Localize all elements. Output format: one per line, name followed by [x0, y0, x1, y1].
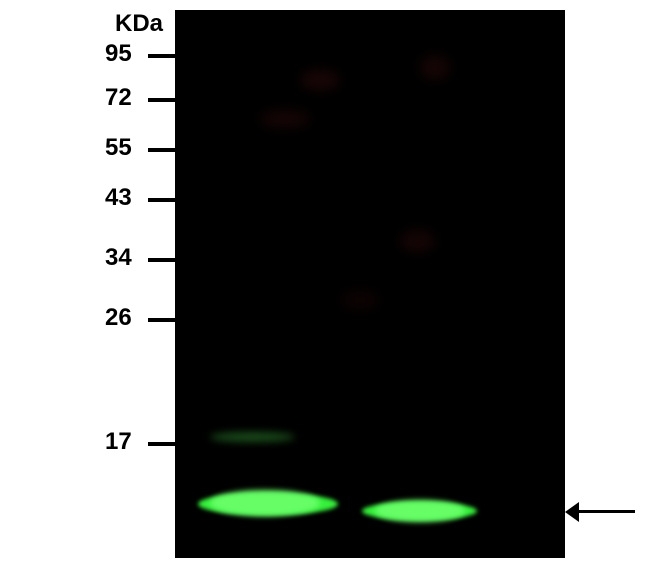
marker-55: 55	[105, 134, 132, 162]
arrow-head-icon	[565, 502, 579, 522]
marker-43: 43	[105, 184, 132, 212]
marker-tick-17	[148, 442, 175, 446]
unit-label: KDa	[115, 10, 163, 38]
marker-tick-95	[148, 54, 175, 58]
marker-72: 72	[105, 84, 132, 112]
noise-spot	[340, 290, 380, 310]
arrow-line	[575, 510, 635, 513]
band	[375, 500, 465, 522]
marker-95: 95	[105, 40, 132, 68]
lane-label-b: B	[400, 10, 417, 38]
blot-membrane	[175, 10, 565, 558]
band	[210, 432, 295, 442]
marker-34: 34	[105, 244, 132, 272]
noise-spot	[300, 70, 340, 90]
band	[210, 490, 320, 516]
marker-tick-72	[148, 98, 175, 102]
noise-spot	[260, 110, 310, 128]
marker-tick-34	[148, 258, 175, 262]
marker-tick-26	[148, 318, 175, 322]
noise-spot	[420, 55, 450, 80]
lane-label-a: A	[256, 10, 273, 38]
marker-tick-55	[148, 148, 175, 152]
marker-26: 26	[105, 304, 132, 332]
noise-spot	[400, 230, 435, 252]
marker-17: 17	[105, 428, 132, 456]
marker-tick-43	[148, 198, 175, 202]
